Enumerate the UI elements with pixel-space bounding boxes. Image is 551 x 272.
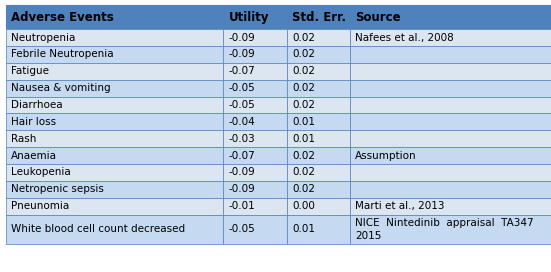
Bar	[6, 113, 223, 130]
Bar	[287, 63, 350, 80]
Bar	[287, 29, 350, 46]
Text: -0.04: -0.04	[229, 117, 256, 127]
Bar	[350, 215, 551, 244]
Text: -0.09: -0.09	[229, 168, 256, 177]
Bar	[223, 113, 287, 130]
Bar	[350, 147, 551, 164]
Text: 0.02: 0.02	[292, 33, 315, 42]
Text: 0.02: 0.02	[292, 66, 315, 76]
Text: 0.01: 0.01	[292, 117, 315, 127]
Bar	[287, 198, 350, 215]
Text: -0.05: -0.05	[229, 100, 256, 110]
Bar	[223, 80, 287, 97]
Text: Nafees et al., 2008: Nafees et al., 2008	[355, 33, 454, 42]
Text: -0.03: -0.03	[229, 134, 256, 144]
Text: 0.02: 0.02	[292, 100, 315, 110]
Bar	[350, 97, 551, 113]
Bar	[287, 164, 350, 181]
Text: Hair loss: Hair loss	[11, 117, 56, 127]
Bar	[6, 5, 223, 29]
Bar	[6, 80, 223, 97]
Bar	[223, 130, 287, 147]
Bar	[287, 80, 350, 97]
Text: Source: Source	[355, 11, 401, 24]
Bar	[6, 198, 223, 215]
Bar	[287, 130, 350, 147]
Bar	[223, 215, 287, 244]
Bar	[223, 181, 287, 198]
Text: Fatigue: Fatigue	[11, 66, 49, 76]
Bar	[287, 97, 350, 113]
Bar	[6, 147, 223, 164]
Bar	[350, 46, 551, 63]
Text: Anaemia: Anaemia	[11, 151, 57, 160]
Bar	[6, 46, 223, 63]
Text: -0.07: -0.07	[229, 66, 256, 76]
Text: 0.02: 0.02	[292, 168, 315, 177]
Bar	[287, 147, 350, 164]
Bar	[287, 46, 350, 63]
Text: -0.09: -0.09	[229, 50, 256, 59]
Bar	[6, 164, 223, 181]
Bar	[223, 29, 287, 46]
Bar	[6, 63, 223, 80]
Text: 0.00: 0.00	[292, 201, 315, 211]
Bar	[223, 97, 287, 113]
Text: 0.01: 0.01	[292, 134, 315, 144]
Bar	[223, 46, 287, 63]
Bar	[350, 5, 551, 29]
Text: Marti et al., 2013: Marti et al., 2013	[355, 201, 445, 211]
Bar	[223, 147, 287, 164]
Bar	[287, 181, 350, 198]
Bar	[350, 198, 551, 215]
Text: Leukopenia: Leukopenia	[11, 168, 71, 177]
Bar	[6, 215, 223, 244]
Bar	[6, 97, 223, 113]
Bar	[287, 215, 350, 244]
Bar	[223, 164, 287, 181]
Text: 0.01: 0.01	[292, 224, 315, 234]
Text: Utility: Utility	[229, 11, 269, 24]
Bar	[6, 29, 223, 46]
Bar	[350, 80, 551, 97]
Text: Netropenic sepsis: Netropenic sepsis	[11, 184, 104, 194]
Text: 0.02: 0.02	[292, 50, 315, 59]
Text: -0.09: -0.09	[229, 33, 256, 42]
Bar	[223, 198, 287, 215]
Bar	[350, 29, 551, 46]
Text: -0.05: -0.05	[229, 83, 256, 93]
Text: 0.02: 0.02	[292, 83, 315, 93]
Text: Diarrhoea: Diarrhoea	[11, 100, 63, 110]
Text: Std. Err.: Std. Err.	[292, 11, 346, 24]
Text: -0.09: -0.09	[229, 184, 256, 194]
Bar	[6, 130, 223, 147]
Text: -0.01: -0.01	[229, 201, 256, 211]
Bar	[350, 130, 551, 147]
Text: 0.02: 0.02	[292, 184, 315, 194]
Bar	[6, 181, 223, 198]
Text: NICE  Nintedinib  appraisal  TA347
2015: NICE Nintedinib appraisal TA347 2015	[355, 218, 534, 241]
Text: 0.02: 0.02	[292, 151, 315, 160]
Text: -0.05: -0.05	[229, 224, 256, 234]
Text: Pneunomia: Pneunomia	[11, 201, 69, 211]
Text: Febrile Neutropenia: Febrile Neutropenia	[11, 50, 114, 59]
Bar	[287, 113, 350, 130]
Text: Rash: Rash	[11, 134, 36, 144]
Bar	[350, 113, 551, 130]
Text: Adverse Events: Adverse Events	[11, 11, 114, 24]
Bar	[287, 5, 350, 29]
Bar	[350, 63, 551, 80]
Text: Nausea & vomiting: Nausea & vomiting	[11, 83, 111, 93]
Text: Neutropenia: Neutropenia	[11, 33, 75, 42]
Text: White blood cell count decreased: White blood cell count decreased	[11, 224, 185, 234]
Bar	[223, 5, 287, 29]
Bar	[350, 164, 551, 181]
Bar	[223, 63, 287, 80]
Bar	[350, 181, 551, 198]
Text: -0.07: -0.07	[229, 151, 256, 160]
Text: Assumption: Assumption	[355, 151, 417, 160]
